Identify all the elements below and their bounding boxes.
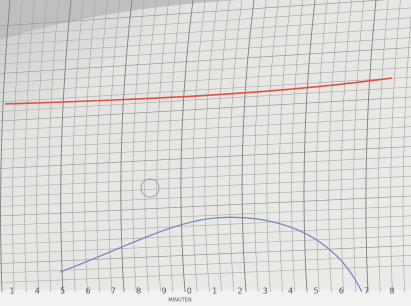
scale-label: 8 bbox=[389, 287, 394, 296]
scale-label: 7 bbox=[364, 287, 369, 296]
page: 1456789012345678 MINUTEN (() => { const … bbox=[0, 0, 411, 306]
scale-label: 1 bbox=[9, 287, 14, 296]
scale-label: 0 bbox=[187, 287, 192, 296]
unit-label: MINUTEN bbox=[168, 298, 191, 304]
scale-label: 9 bbox=[161, 287, 166, 296]
scale-label: 2 bbox=[237, 287, 242, 296]
scale-label: 4 bbox=[35, 287, 40, 296]
scale-label: 4 bbox=[288, 287, 293, 296]
scale-label: 5 bbox=[60, 287, 65, 296]
scale-label: 5 bbox=[313, 287, 318, 296]
scale-label: 1 bbox=[212, 287, 217, 296]
scale-label: 6 bbox=[85, 287, 90, 296]
photo: 1 4 5 6 7 8 9 0 1 2 3 4 5 6 7 8 MINUTEN bbox=[0, 0, 411, 306]
scale-label: 7 bbox=[111, 287, 116, 296]
scale-label: 6 bbox=[339, 287, 344, 296]
scale-label: 8 bbox=[136, 287, 141, 296]
scale-label: 3 bbox=[263, 287, 268, 296]
